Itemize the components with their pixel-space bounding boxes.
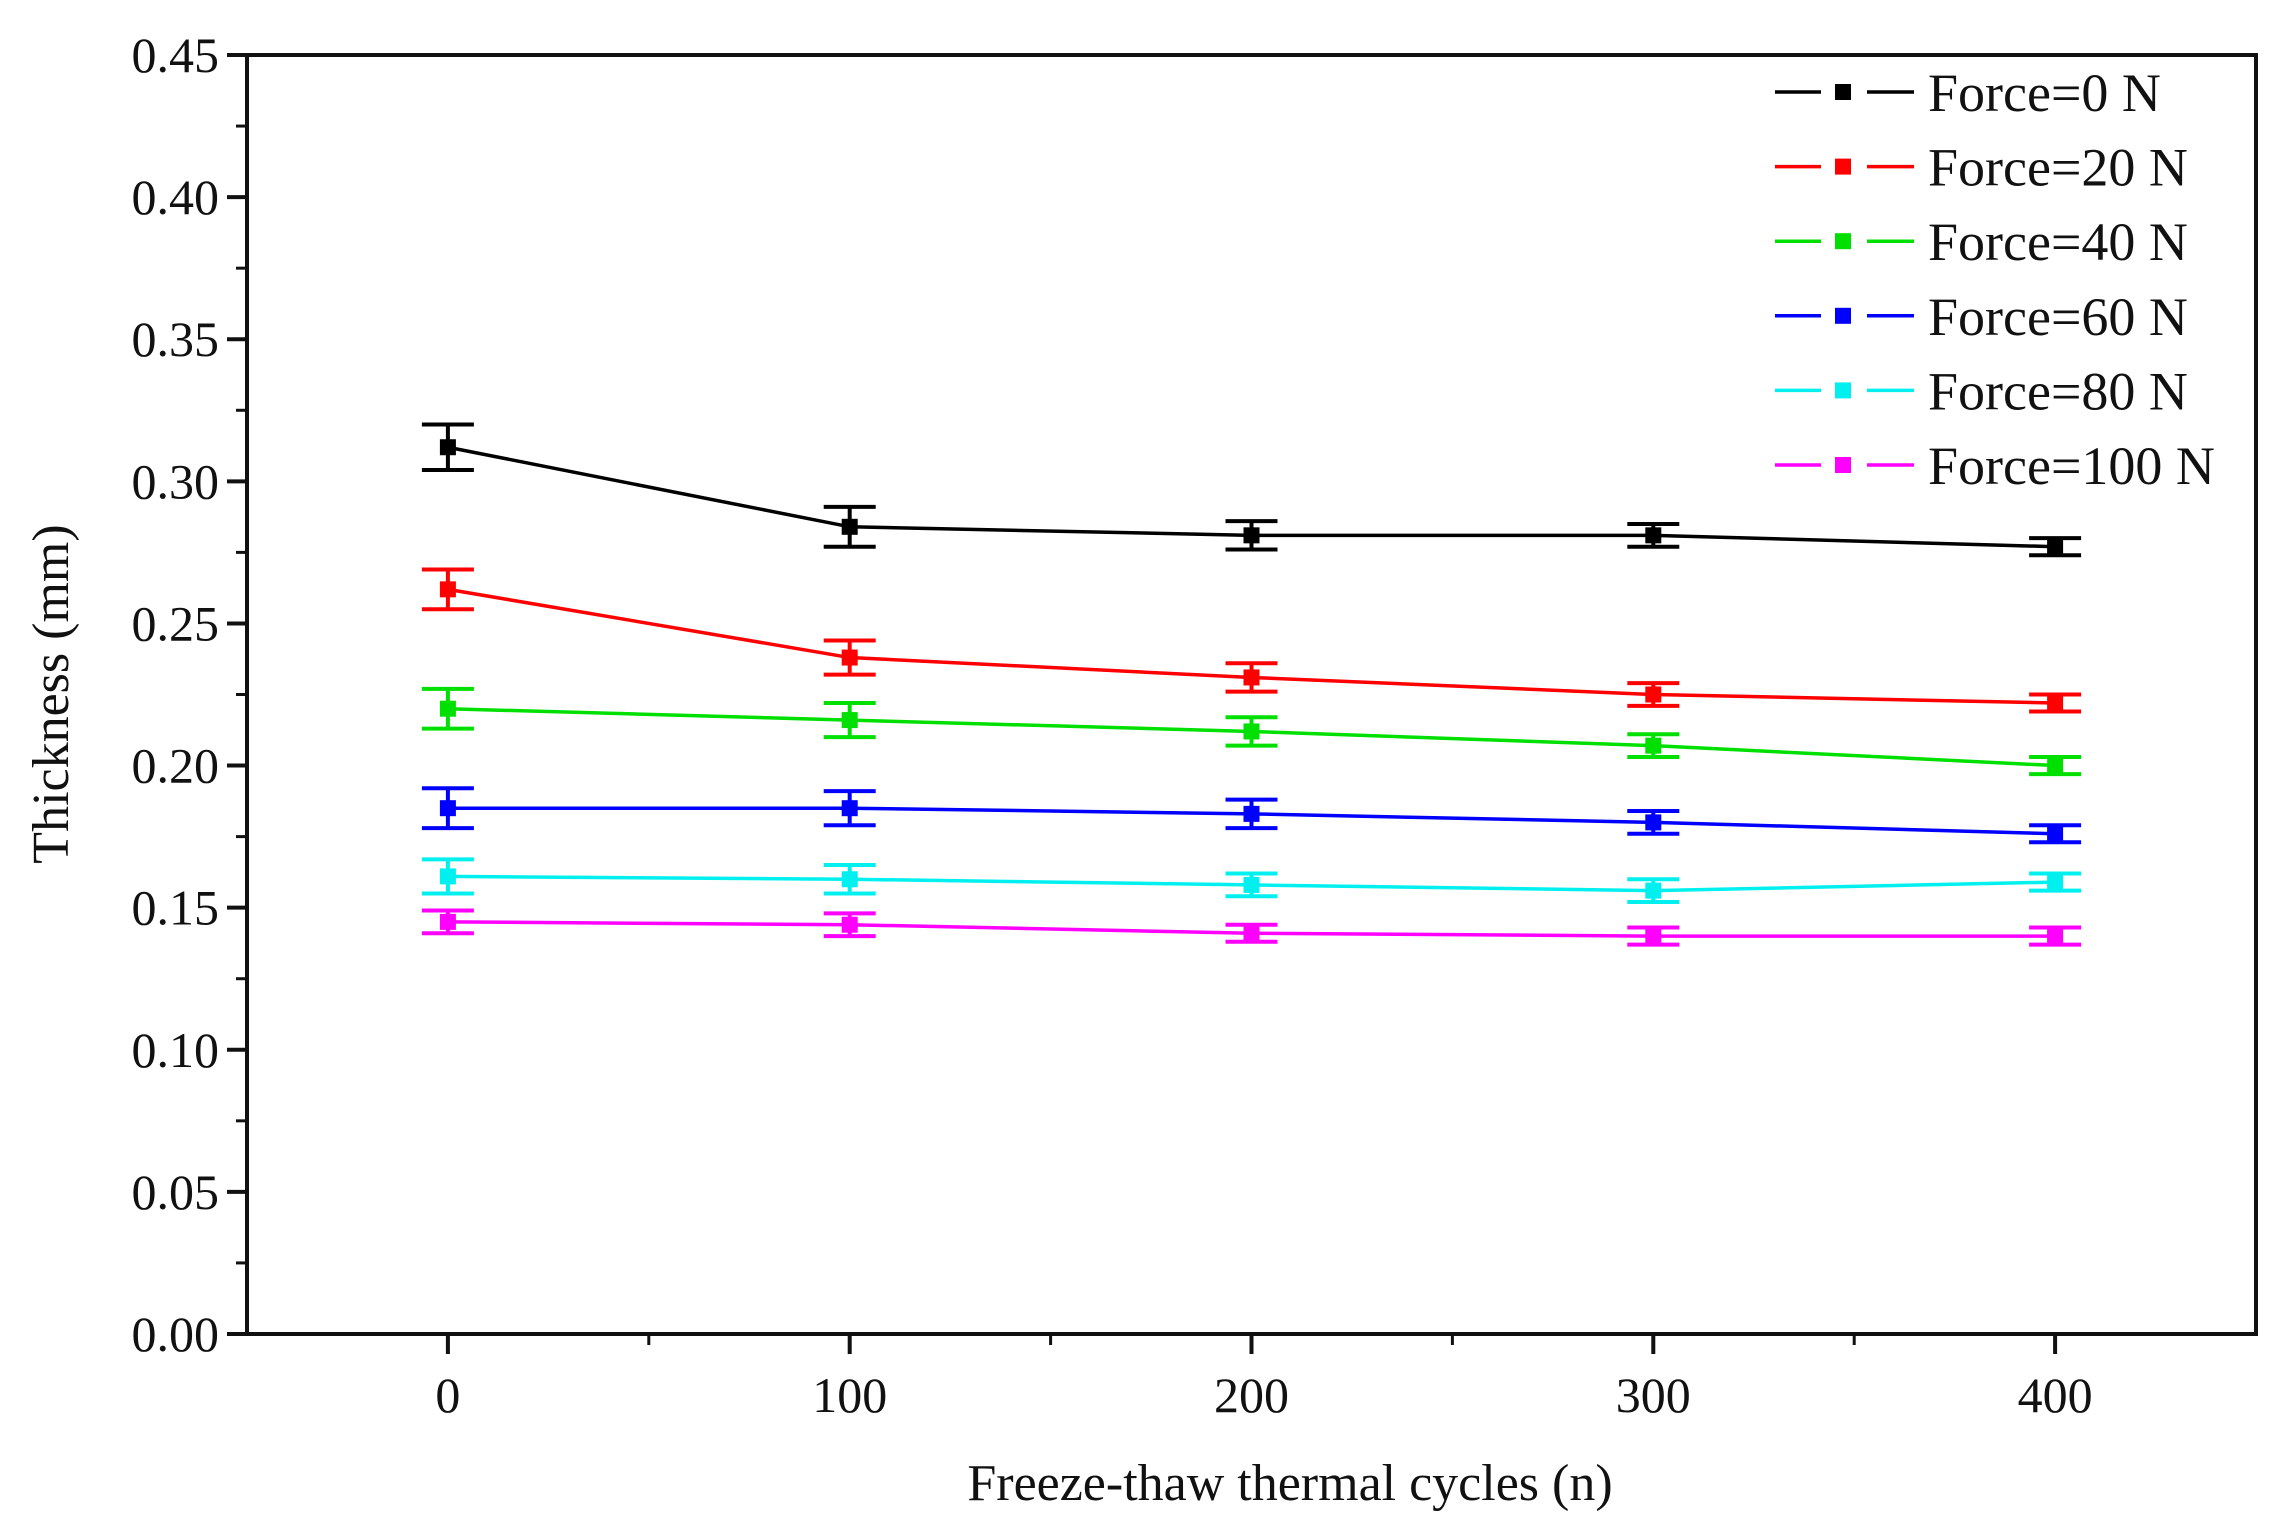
x-tick-label: 200 bbox=[1214, 1367, 1289, 1423]
y-tick-label: 0.25 bbox=[132, 595, 220, 651]
data-point bbox=[439, 439, 456, 456]
data-point bbox=[439, 868, 456, 885]
series-0 bbox=[421, 422, 2082, 558]
series-5 bbox=[421, 908, 2082, 947]
legend-item: Force=80 N bbox=[1775, 361, 2188, 421]
data-point bbox=[2047, 757, 2064, 774]
x-tick-label: 400 bbox=[2018, 1367, 2093, 1423]
data-point bbox=[1645, 686, 1662, 703]
data-point bbox=[841, 916, 858, 933]
data-point bbox=[2047, 874, 2064, 891]
legend-item: Force=20 N bbox=[1775, 138, 2188, 198]
data-point bbox=[439, 913, 456, 930]
x-tick-label: 0 bbox=[435, 1367, 460, 1423]
y-tick-label: 0.45 bbox=[132, 27, 220, 83]
x-axis-title: Freeze-thaw thermal cycles (n) bbox=[967, 1455, 1612, 1512]
data-point bbox=[1243, 669, 1260, 686]
legend-item: Force=100 N bbox=[1775, 436, 2215, 496]
data-point bbox=[1645, 882, 1662, 899]
y-tick-label: 0.40 bbox=[132, 169, 220, 225]
legend-label: Force=100 N bbox=[1928, 436, 2215, 496]
legend: Force=0 N Force=20 N Force=40 N Force=60 N F… bbox=[1775, 63, 2215, 496]
data-point bbox=[439, 700, 456, 717]
x-tick-label: 100 bbox=[812, 1367, 887, 1423]
y-tick-label: 0.35 bbox=[132, 311, 220, 367]
data-point bbox=[1645, 814, 1662, 831]
legend-label: Force=0 N bbox=[1928, 63, 2161, 123]
legend-item: Force=0 N bbox=[1775, 63, 2161, 123]
legend-label: Force=80 N bbox=[1928, 361, 2188, 421]
legend-label: Force=60 N bbox=[1928, 287, 2188, 347]
y-tick-label: 0.10 bbox=[132, 1022, 220, 1078]
data-point bbox=[841, 649, 858, 666]
series-4 bbox=[421, 857, 2082, 904]
legend-marker bbox=[1835, 84, 1851, 100]
y-axis-title: Thickness (mm) bbox=[23, 524, 80, 863]
legend-marker bbox=[1835, 307, 1851, 324]
data-point bbox=[2047, 695, 2064, 712]
legend-label: Force=40 N bbox=[1928, 212, 2188, 272]
data-point bbox=[2047, 825, 2064, 842]
data-point bbox=[2047, 928, 2064, 945]
legend-marker bbox=[1835, 457, 1851, 473]
y-tick-label: 0.30 bbox=[132, 453, 220, 509]
data-point bbox=[1243, 925, 1260, 942]
series-1 bbox=[421, 567, 2082, 714]
legend-item: Force=60 N bbox=[1775, 287, 2188, 347]
y-tick-label: 0.20 bbox=[132, 738, 220, 794]
legend-item: Force=40 N bbox=[1775, 212, 2188, 272]
data-point bbox=[1243, 805, 1260, 822]
data-point bbox=[439, 581, 456, 598]
data-point bbox=[1645, 928, 1662, 945]
data-point bbox=[1243, 723, 1260, 740]
series-2 bbox=[421, 686, 2082, 777]
data-point bbox=[841, 518, 858, 535]
legend-marker bbox=[1835, 382, 1851, 399]
data-point bbox=[841, 871, 858, 888]
data-point bbox=[841, 712, 858, 729]
data-point bbox=[1243, 876, 1260, 893]
legend-marker bbox=[1835, 158, 1851, 175]
data-point bbox=[841, 800, 858, 817]
data-point bbox=[439, 800, 456, 817]
y-tick-label: 0.00 bbox=[132, 1306, 220, 1362]
series-3 bbox=[421, 786, 2082, 845]
data-point bbox=[1645, 527, 1662, 544]
y-tick-label: 0.15 bbox=[132, 880, 220, 936]
y-tick-label: 0.05 bbox=[132, 1164, 220, 1220]
data-point bbox=[1645, 737, 1662, 754]
legend-label: Force=20 N bbox=[1928, 138, 2188, 198]
data-point bbox=[2047, 538, 2064, 555]
legend-marker bbox=[1835, 233, 1851, 250]
data-point bbox=[1243, 527, 1260, 544]
x-tick-label: 300 bbox=[1616, 1367, 1691, 1423]
